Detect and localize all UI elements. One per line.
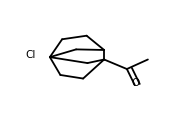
- Text: Cl: Cl: [26, 50, 36, 60]
- Text: O: O: [131, 78, 140, 88]
